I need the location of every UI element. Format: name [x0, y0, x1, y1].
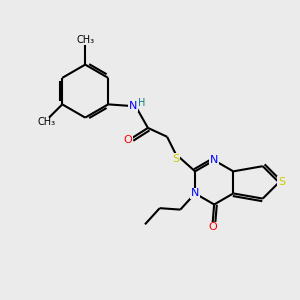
- Text: N: N: [191, 188, 199, 198]
- Text: S: S: [172, 154, 179, 164]
- Text: N: N: [210, 155, 218, 165]
- Text: N: N: [129, 101, 137, 111]
- Text: CH₃: CH₃: [38, 117, 56, 127]
- Text: O: O: [123, 135, 132, 145]
- Text: O: O: [208, 222, 217, 233]
- Text: S: S: [278, 177, 285, 188]
- Text: CH₃: CH₃: [76, 35, 94, 46]
- Text: H: H: [138, 98, 146, 108]
